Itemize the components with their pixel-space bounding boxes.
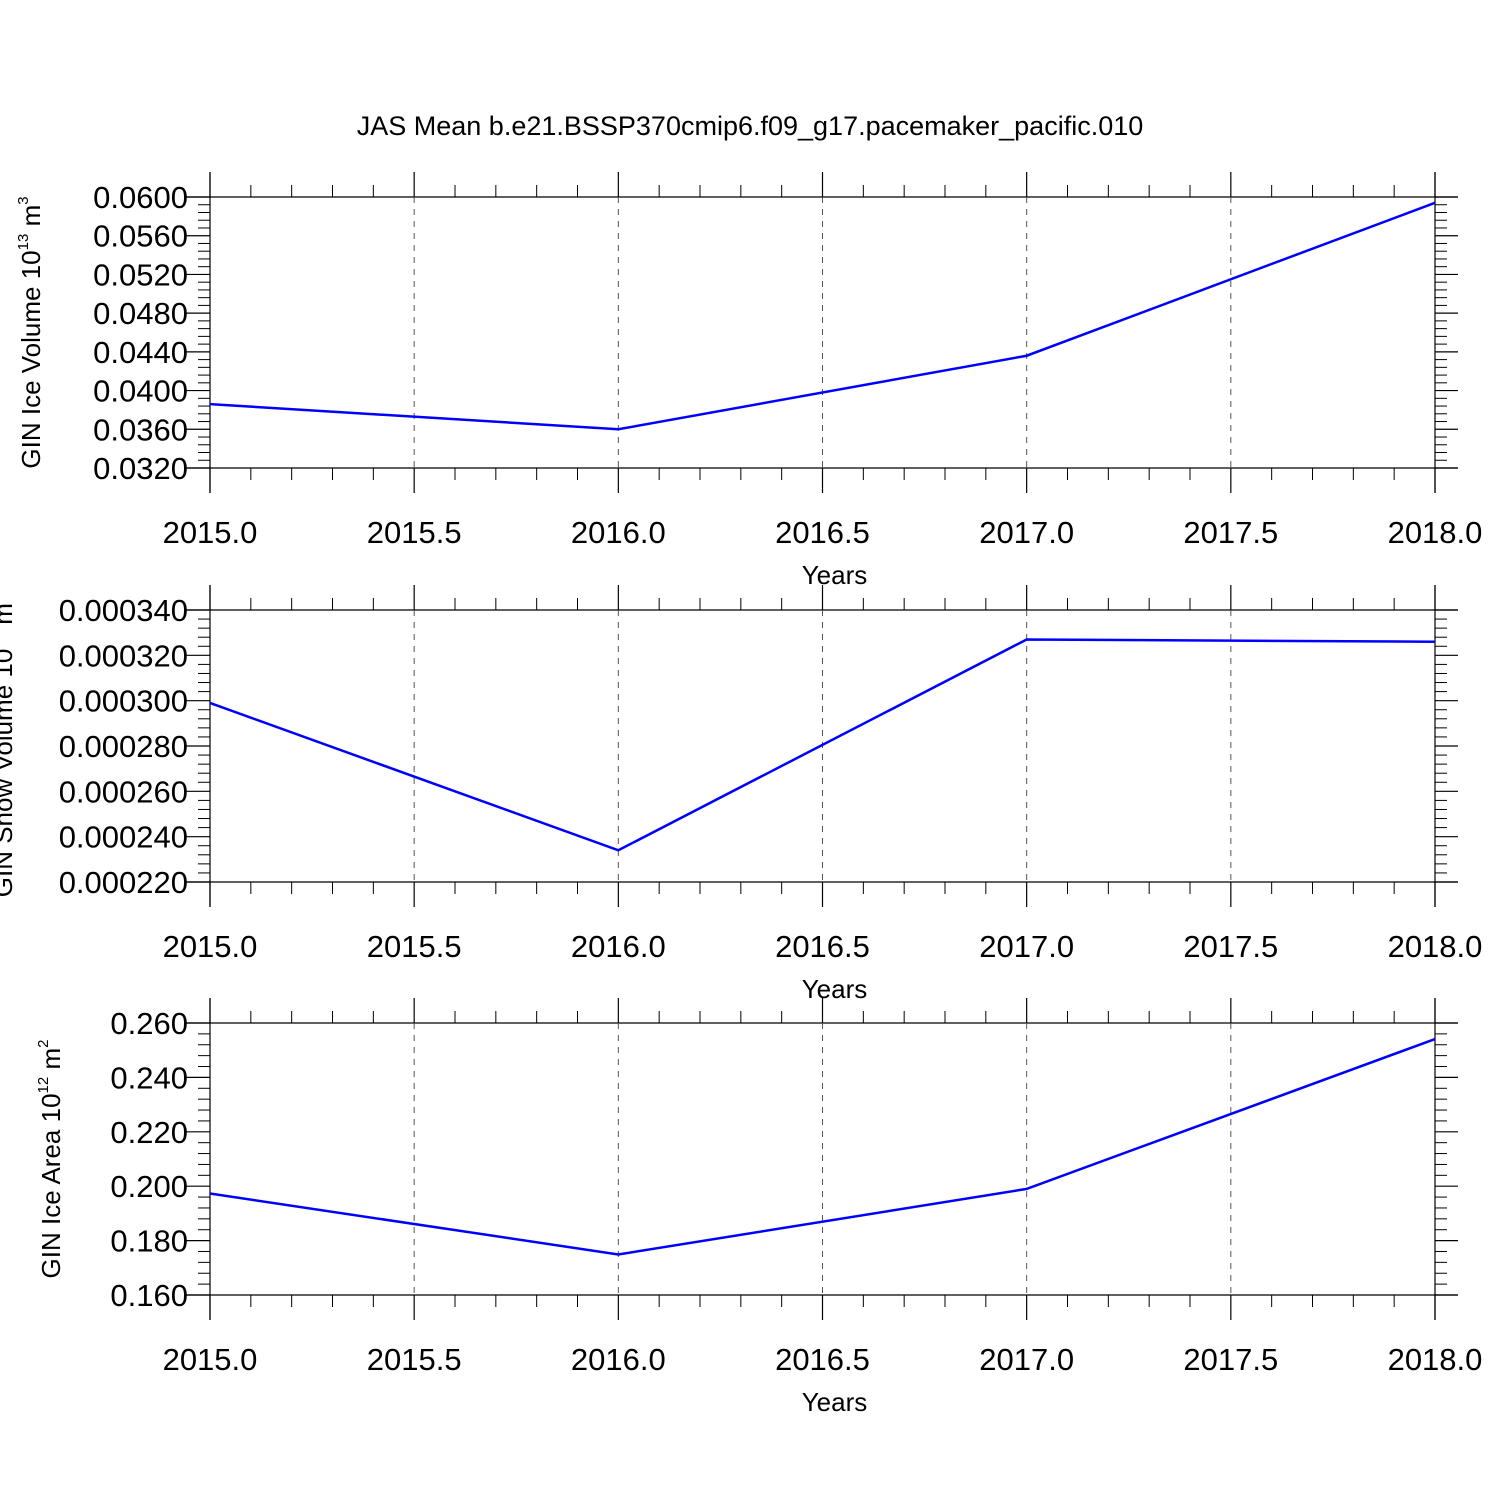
y-tick-label: 0.0440 bbox=[93, 335, 188, 370]
x-axis-label: Years bbox=[802, 1387, 868, 1417]
y-tick-label: 0.000300 bbox=[59, 684, 188, 719]
data-point bbox=[616, 1252, 620, 1256]
series-line bbox=[209, 201, 1436, 431]
data-point bbox=[208, 1192, 212, 1196]
x-tick-label: 2015.5 bbox=[367, 515, 462, 550]
y-tick-label: 0.000260 bbox=[59, 774, 188, 809]
y-tick-label: 0.000340 bbox=[59, 593, 188, 628]
y-tick-label: 0.260 bbox=[110, 1006, 188, 1041]
x-tick-label: 2017.0 bbox=[979, 515, 1074, 550]
y-tick-label: 0.0600 bbox=[93, 180, 188, 215]
data-point bbox=[1025, 637, 1029, 641]
y-axis-label: GIN Ice Area 1012 m2 bbox=[35, 1040, 66, 1279]
y-tick-label: 0.0320 bbox=[93, 451, 188, 486]
x-tick-label: 2016.0 bbox=[571, 1342, 666, 1377]
x-tick-label: 2018.0 bbox=[1388, 1342, 1483, 1377]
y-tick-label: 0.000220 bbox=[59, 865, 188, 900]
x-tick-label: 2017.5 bbox=[1183, 929, 1278, 964]
data-point bbox=[208, 701, 212, 705]
x-tick-label: 2018.0 bbox=[1388, 929, 1483, 964]
data-point bbox=[1025, 354, 1029, 358]
y-tick-label: 0.0520 bbox=[93, 257, 188, 292]
x-tick-label: 2015.0 bbox=[163, 1342, 258, 1377]
data-point bbox=[1433, 201, 1437, 205]
y-tick-label: 0.000320 bbox=[59, 638, 188, 673]
x-tick-label: 2015.5 bbox=[367, 929, 462, 964]
y-tick-label: 0.200 bbox=[110, 1169, 188, 1204]
chart-panel-1: 2015.0 2015.5 2016.0 2016.5 2017.0 2017.5 2018… bbox=[15, 172, 1482, 590]
x-axis-label: Years bbox=[802, 974, 868, 1004]
figure-title: JAS Mean b.e21.BSSP370cmip6.f09_g17.pace… bbox=[357, 111, 1144, 141]
y-tick-label: 0.0480 bbox=[93, 296, 188, 331]
x-tick-label: 2017.5 bbox=[1183, 515, 1278, 550]
series-line bbox=[209, 1037, 1436, 1256]
x-tick-label: 2016.5 bbox=[775, 515, 870, 550]
y-tick-label: 0.240 bbox=[110, 1060, 188, 1095]
y-tick-label: 0.0560 bbox=[93, 219, 188, 254]
data-point bbox=[1433, 1037, 1437, 1041]
y-tick-label: 0.000240 bbox=[59, 820, 188, 855]
data-point bbox=[1025, 1187, 1029, 1191]
x-tick-label: 2016.0 bbox=[571, 515, 666, 550]
y-axis-label: GIN Snow Volume 1013 m3 bbox=[0, 595, 18, 898]
x-tick-label: 2018.0 bbox=[1388, 515, 1483, 550]
y-tick-label: 0.0400 bbox=[93, 374, 188, 409]
x-axis-label: Years bbox=[802, 560, 868, 590]
y-tick-label: 0.000280 bbox=[59, 729, 188, 764]
y-tick-label: 0.160 bbox=[110, 1278, 188, 1313]
x-tick-label: 2016.5 bbox=[775, 929, 870, 964]
x-tick-label: 2016.5 bbox=[775, 1342, 870, 1377]
y-tick-label: 0.220 bbox=[110, 1115, 188, 1150]
data-point bbox=[1433, 640, 1437, 644]
x-tick-label: 2017.0 bbox=[979, 929, 1074, 964]
chart-panel-3: 2015.0 2015.5 2016.0 2016.5 2017.0 2017.5 2018… bbox=[35, 998, 1482, 1417]
x-tick-label: 2016.0 bbox=[571, 929, 666, 964]
data-point bbox=[616, 427, 620, 431]
series-line bbox=[209, 638, 1436, 852]
x-tick-label: 2015.0 bbox=[163, 929, 258, 964]
panels: 2015.0 2015.5 2016.0 2016.5 2017.0 2017.5 2018… bbox=[0, 172, 1482, 1417]
x-tick-label: 2015.5 bbox=[367, 1342, 462, 1377]
y-tick-label: 0.0360 bbox=[93, 412, 188, 447]
chart-panel-2: 2015.0 2015.5 2016.0 2016.5 2017.0 2017.5 2018… bbox=[0, 585, 1482, 1004]
x-tick-label: 2017.0 bbox=[979, 1342, 1074, 1377]
x-tick-label: 2017.5 bbox=[1183, 1342, 1278, 1377]
x-tick-label: 2015.0 bbox=[163, 515, 258, 550]
y-tick-label: 0.180 bbox=[110, 1224, 188, 1259]
y-axis-label: GIN Ice Volume 1013 m3 bbox=[15, 196, 46, 468]
data-point bbox=[616, 848, 620, 852]
data-point bbox=[208, 402, 212, 406]
